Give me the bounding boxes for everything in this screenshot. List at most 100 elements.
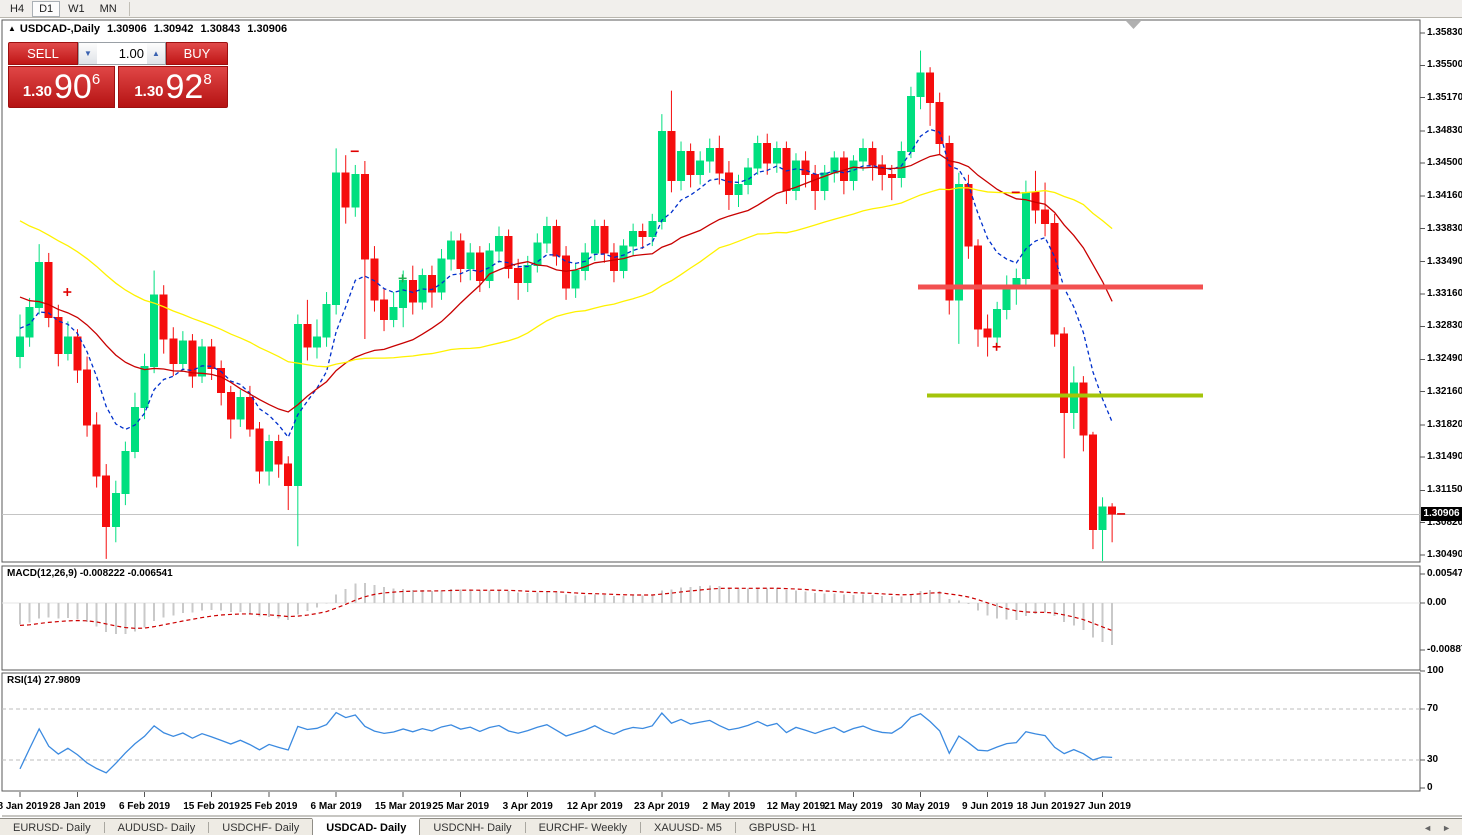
tab-eurusd-daily[interactable]: EURUSD- Daily	[13, 821, 91, 834]
timeframe-button-mn[interactable]: MN	[99, 2, 117, 15]
candle-body	[590, 226, 599, 254]
buy-price-display[interactable]: 1.30 92 8	[118, 66, 228, 108]
candle-body	[159, 294, 168, 340]
candle-body	[648, 221, 657, 237]
buy-price-pipette: 8	[203, 71, 212, 88]
candle-body	[63, 336, 72, 355]
sell-button[interactable]: SELL	[8, 42, 78, 65]
candle-body	[408, 279, 417, 303]
toolbar-separator	[128, 1, 130, 16]
volume-decrease-icon[interactable]: ▼	[79, 43, 97, 64]
volume-increase-icon[interactable]: ▲	[147, 43, 165, 64]
candle-body	[102, 475, 111, 528]
candle-body	[351, 174, 360, 208]
tab-usdcnh-daily[interactable]: USDCNH- Daily	[433, 821, 512, 834]
rsi-label: RSI(14) 27.9809	[7, 675, 81, 686]
candle-body	[399, 279, 408, 309]
candle-body	[35, 262, 44, 309]
macd-pane	[1, 565, 1421, 671]
volume-input[interactable]	[97, 43, 147, 64]
sell-price-pipette: 6	[91, 71, 101, 88]
candle-body	[1079, 382, 1088, 436]
candle-body	[150, 294, 159, 367]
tab-usdchf-daily[interactable]: USDCHF- Daily	[222, 821, 300, 834]
candle-body	[1108, 506, 1117, 515]
tab-separator	[103, 822, 105, 833]
candle-body	[217, 367, 226, 394]
timeframe-button-d1[interactable]: D1	[32, 0, 61, 17]
one-click-trading-panel: SELL ▼ ▲ BUY 1.30 90 6 1.30 92 8	[8, 42, 228, 108]
candle-body	[514, 268, 523, 283]
tab-eurchf-weekly[interactable]: EURCHF- Weekly	[538, 821, 627, 834]
candle-body	[983, 328, 992, 338]
moving-average-mid	[19, 153, 1113, 413]
candle-body	[916, 72, 925, 98]
candle-body	[562, 255, 571, 289]
candle-body	[667, 131, 676, 182]
current-price-tag: 1.30906	[1421, 507, 1462, 522]
candle-body	[1050, 223, 1059, 335]
tab-gbpusd-h1[interactable]: GBPUSD- H1	[748, 821, 817, 834]
tab-separator	[639, 822, 641, 833]
candle-body	[380, 299, 389, 320]
candle-body	[303, 323, 312, 348]
candle-body	[859, 147, 868, 162]
candle-body	[744, 167, 753, 186]
candle-body	[466, 252, 475, 270]
candle-body	[801, 160, 810, 176]
candle-body	[389, 307, 398, 320]
candle-body	[437, 258, 446, 293]
collapse-panel-icon[interactable]: ▲	[8, 24, 16, 33]
candle-body	[724, 172, 733, 195]
timeframe-toolbar: H4 D1 W1 MN	[0, 0, 1462, 18]
candle-body	[935, 101, 944, 144]
candle-body	[341, 172, 350, 208]
candle-body	[849, 160, 858, 182]
sell-price-display[interactable]: 1.30 90 6	[8, 66, 115, 108]
candle-body	[772, 147, 781, 164]
ohlc-open: 1.30906	[107, 23, 147, 35]
candle-body	[993, 309, 1002, 338]
candle-body	[475, 252, 484, 281]
buy-price-prefix: 1.30	[134, 83, 164, 100]
candle-body	[811, 174, 820, 191]
candle-body	[169, 338, 178, 364]
macd-main-value: -0.008222	[79, 568, 125, 579]
rsi-pane	[1, 672, 1421, 792]
macd-signal-value: -0.006541	[127, 568, 173, 579]
candle-body	[638, 230, 647, 237]
candle-body	[111, 492, 120, 528]
tab-separator	[208, 822, 210, 833]
candle-body	[1088, 434, 1097, 531]
candle-body	[926, 72, 935, 103]
candle-body	[533, 242, 542, 267]
candle-body	[255, 428, 264, 472]
ohlc-low: 1.30843	[200, 23, 241, 35]
buy-button[interactable]: BUY	[166, 42, 228, 65]
timeframe-button-h4[interactable]: H4	[10, 2, 25, 15]
candle-body	[1041, 209, 1050, 225]
volume-stepper: ▼ ▲	[78, 42, 166, 65]
candle-body	[1060, 333, 1069, 413]
candle-body	[1098, 506, 1107, 531]
candle-body	[226, 392, 235, 420]
candle-body	[284, 463, 293, 487]
candle-body	[791, 160, 800, 191]
candle-body	[427, 274, 436, 293]
candle-body	[312, 336, 321, 348]
tabs-scroll-right-icon[interactable]: ►	[1442, 822, 1451, 833]
tab-usdcad-daily[interactable]: USDCAD- Daily	[312, 818, 421, 835]
symbol-period-label: USDCAD-,Daily	[19, 23, 100, 35]
candle-body	[868, 147, 877, 166]
candle-body	[265, 441, 274, 472]
timeframe-button-w1[interactable]: W1	[68, 2, 85, 15]
candle-body	[456, 240, 465, 270]
candle-body	[629, 230, 638, 247]
tabs-scroll-left-icon[interactable]: ◄	[1423, 822, 1433, 833]
tab-audusd-daily[interactable]: AUDUSD- Daily	[117, 821, 196, 834]
rsi-line	[19, 711, 1113, 774]
candle-body	[887, 174, 896, 179]
tab-xauusd-m5[interactable]: XAUUSD- M5	[653, 821, 722, 834]
